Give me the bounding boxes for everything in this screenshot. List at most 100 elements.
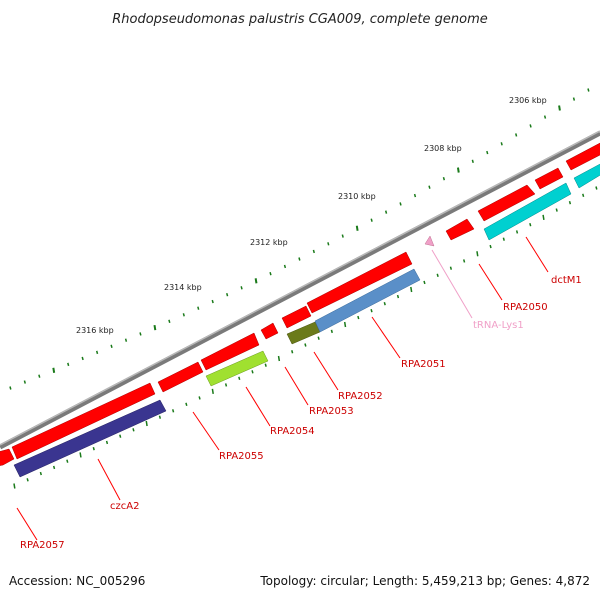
- inner-tick: [383, 301, 386, 306]
- feature-dctm1-forward-2[interactable]: [534, 167, 564, 190]
- kbp-tick: [341, 234, 344, 238]
- feature-rpa2051-forward[interactable]: [306, 251, 413, 314]
- kbp-tick: [486, 150, 489, 155]
- kbp-tick: [211, 299, 214, 304]
- gene-label-trna-lys1[interactable]: tRNA-Lys1: [473, 320, 524, 331]
- inner-features: [13, 163, 600, 478]
- feature-dctm1-inner-2[interactable]: [573, 163, 600, 189]
- kbp-tick: [384, 210, 388, 214]
- kbp-tick: [153, 324, 157, 331]
- feature-czca2-forward[interactable]: [11, 382, 156, 460]
- feature-czca2-inner[interactable]: [13, 399, 167, 478]
- feature-rpa2051-inner[interactable]: [314, 268, 421, 333]
- kbp-tick: [254, 278, 258, 284]
- inner-tick: [555, 208, 558, 212]
- feature-rpa2057-forward[interactable]: [0, 448, 15, 466]
- inner-tick: [92, 446, 95, 451]
- leader-line: [245, 386, 271, 427]
- tick-label-2308: 2308 kbp: [424, 144, 462, 153]
- leader-line: [431, 249, 473, 319]
- kbp-tick: [442, 176, 446, 181]
- leader-line: [371, 316, 401, 359]
- gene-label-czca2[interactable]: czcA2: [110, 501, 139, 512]
- kbp-tick: [370, 218, 373, 222]
- inner-tick: [502, 237, 505, 241]
- inner-tick: [370, 308, 373, 313]
- tick-label-2316: 2316 kbp: [76, 326, 114, 335]
- kbp-tick: [110, 344, 113, 348]
- leader-line: [525, 236, 549, 273]
- leader-line: [284, 366, 309, 406]
- feature-rpa2055-forward[interactable]: [157, 361, 204, 393]
- forward-features: [0, 142, 600, 466]
- kbp-tick: [269, 271, 272, 276]
- inner-tick: [436, 273, 439, 278]
- leader-line: [16, 507, 38, 541]
- inner-tick: [145, 420, 148, 427]
- inner-tick: [357, 315, 360, 320]
- inner-tick: [39, 471, 42, 476]
- gene-label-dctm1[interactable]: dctM1: [551, 275, 582, 286]
- inner-ticks: [13, 186, 598, 489]
- inner-tick: [66, 459, 69, 463]
- kbp-tick: [413, 193, 417, 198]
- inner-tick: [396, 294, 400, 299]
- kbp-tick: [312, 249, 315, 254]
- inner-tick: [13, 483, 16, 489]
- inner-tick: [410, 286, 413, 293]
- gene-label-rpa2052[interactable]: RPA2052: [338, 391, 383, 402]
- kbp-tick: [124, 338, 128, 342]
- feature-dctm1-forward-1[interactable]: [477, 184, 536, 222]
- inner-tick: [224, 383, 228, 387]
- inner-tick: [105, 440, 109, 445]
- kbp-tick: [139, 332, 142, 336]
- kbp-tick: [355, 225, 359, 231]
- inner-tick: [423, 280, 426, 285]
- inner-tick: [264, 363, 267, 367]
- tick-label-2310: 2310 kbp: [338, 192, 376, 201]
- inner-tick: [79, 452, 82, 458]
- tick-label-2306: 2306 kbp: [509, 96, 547, 105]
- inner-tick: [595, 186, 598, 190]
- genome-summary: Topology: circular; Length: 5,459,213 bp…: [259, 574, 590, 588]
- leader-line: [313, 351, 339, 391]
- gene-label-rpa2054[interactable]: RPA2054: [270, 426, 315, 437]
- kbp-tick: [52, 367, 56, 373]
- kbp-tick: [456, 167, 460, 173]
- kbp-tick: [327, 242, 330, 246]
- gene-label-rpa2051[interactable]: RPA2051: [401, 359, 446, 370]
- tick-label-2312: 2312 kbp: [250, 238, 288, 247]
- inner-tick: [568, 200, 572, 205]
- feature-rpa2052-forward[interactable]: [281, 305, 312, 329]
- gene-leaders: [16, 236, 549, 541]
- kbp-tick: [9, 386, 12, 390]
- feature-dctm1-inner-1[interactable]: [483, 182, 572, 241]
- kbp-tick: [38, 374, 41, 378]
- inner-tick: [158, 415, 162, 419]
- inner-tick: [198, 396, 201, 400]
- leader-line: [192, 411, 220, 451]
- feature-trna-lys1[interactable]: [424, 235, 435, 247]
- feature-rpa2053-forward[interactable]: [260, 322, 279, 340]
- leader-line: [478, 263, 503, 301]
- leader-line: [97, 458, 121, 501]
- feature-dctm1-forward-3[interactable]: [565, 142, 600, 171]
- inner-tick: [238, 376, 241, 381]
- kbp-tick: [515, 133, 518, 137]
- kbp-tick: [95, 350, 99, 355]
- kbp-ticks: [9, 88, 590, 390]
- inner-tick: [119, 434, 122, 438]
- gene-label-rpa2050[interactable]: RPA2050: [503, 302, 548, 313]
- inner-tick: [251, 370, 254, 374]
- kbp-tick: [226, 293, 229, 297]
- gene-label-rpa2053[interactable]: RPA2053: [309, 406, 354, 417]
- feature-rpa2054-forward[interactable]: [200, 332, 260, 371]
- kbp-tick: [81, 356, 84, 361]
- gene-label-rpa2055[interactable]: RPA2055: [219, 451, 264, 462]
- kbp-tick: [572, 97, 576, 101]
- feature-rpa2054-inner[interactable]: [205, 350, 269, 387]
- inner-tick: [277, 355, 281, 362]
- gene-label-rpa2057[interactable]: RPA2057: [20, 540, 65, 551]
- feature-rpa2050-forward[interactable]: [445, 218, 475, 241]
